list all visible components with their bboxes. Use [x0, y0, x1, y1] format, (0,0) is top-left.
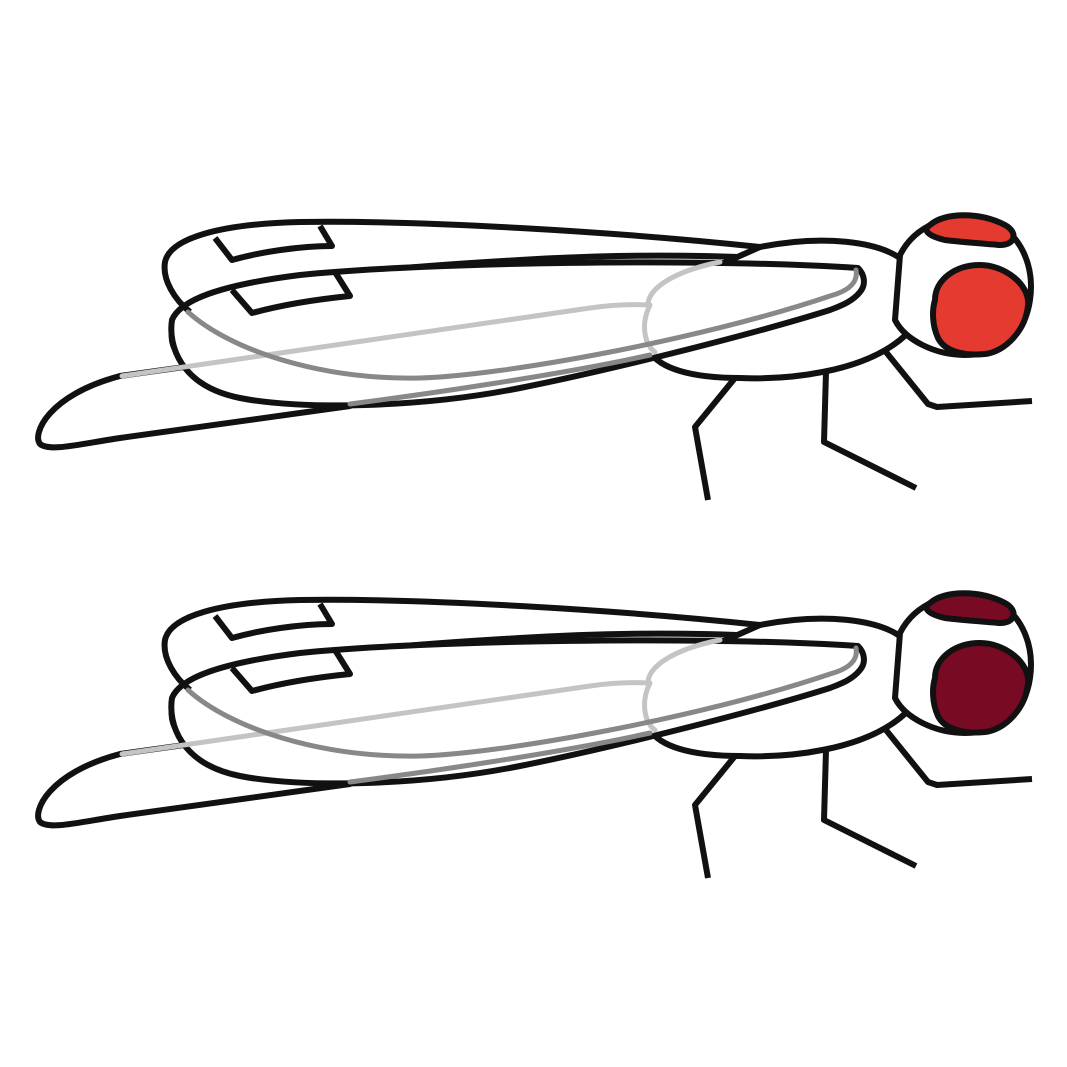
- fly-bottom-eye-upper: [923, 590, 1017, 626]
- fly-bottom: [38, 590, 1032, 878]
- fly-top-eye-lower: [930, 262, 1032, 358]
- fly-bottom-eye-lower: [930, 640, 1032, 736]
- fly-top-eye-upper: [923, 212, 1017, 248]
- fly-top: [38, 212, 1032, 500]
